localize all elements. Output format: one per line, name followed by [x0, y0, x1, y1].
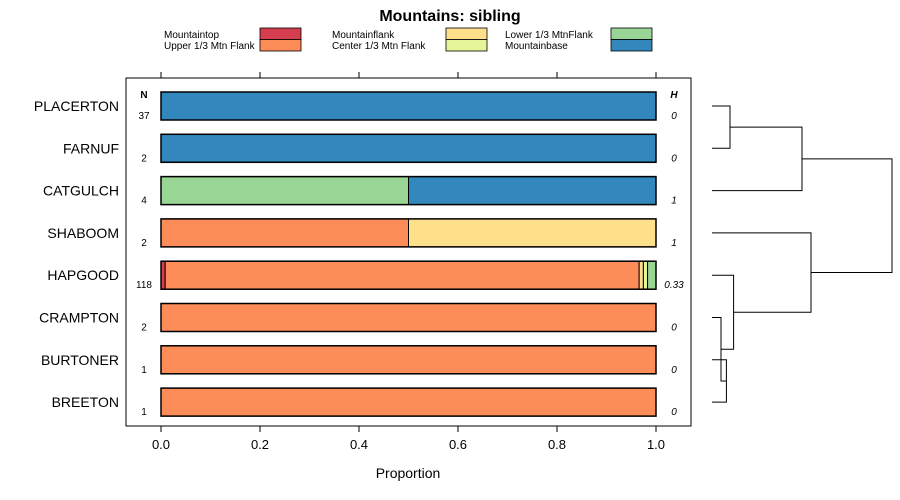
legend-swatch-lower [610, 27, 653, 40]
bar-segment-upper [160, 218, 409, 248]
x-axis-title: Proportion [376, 465, 441, 481]
bar-segment-upper [164, 260, 640, 290]
x-tick-label: 1.0 [647, 437, 665, 452]
legend-label-mountaintop: Mountaintop [164, 30, 219, 41]
plot-frame [125, 77, 692, 427]
row-label: FARNUF [63, 140, 119, 156]
row-h-value: 0 [671, 111, 677, 122]
dendrogram-branch [712, 105, 731, 149]
row-burtoner: BURTONER 1 0 [41, 345, 677, 376]
row-h-value: 0 [671, 323, 677, 334]
row-label: CRAMPTON [39, 310, 119, 326]
row-shaboom: SHABOOM 2 1 [47, 218, 677, 249]
bar-outline [160, 133, 657, 164]
bar-segment-flank [638, 260, 644, 290]
row-placerton: PLACERTON 37 0 [34, 91, 677, 122]
row-crampton: CRAMPTON 2 0 [39, 302, 677, 334]
legend-label-center: Center 1/3 Mtn Flank [332, 41, 426, 52]
bar-outline [160, 387, 657, 417]
chart-title: Mountains: sibling [379, 8, 520, 25]
dendrogram-branch [712, 274, 735, 350]
legend-label-base: Mountainbase [505, 41, 568, 52]
row-h-value: 0 [671, 365, 677, 376]
legend-label-lower: Lower 1/3 MtnFlank [505, 30, 594, 41]
x-axis: 0.0 0.2 0.4 0.6 0.8 1.0 [152, 72, 665, 452]
bar-outline [160, 91, 657, 121]
row-label: CATGULCH [43, 183, 119, 199]
bar-segment-base [408, 176, 657, 206]
row-n-value: 2 [141, 323, 147, 334]
x-tick-label: 0.4 [350, 437, 368, 452]
bar-outline [160, 302, 657, 333]
row-farnuf: FARNUF 2 0 [63, 133, 677, 164]
x-tick-label: 0.2 [251, 437, 269, 452]
bar-outline [160, 218, 657, 248]
row-breeton: BREETON 1 0 [52, 387, 677, 418]
bar-segment-flank [408, 218, 657, 248]
n-header: N [140, 90, 147, 101]
legend-swatch-center [445, 39, 488, 52]
h-header: H [670, 90, 678, 101]
dendrogram-branch [712, 126, 803, 192]
legend-swatch-base [610, 39, 653, 52]
row-n-value: 1 [141, 365, 147, 376]
row-n-value: 37 [138, 111, 150, 122]
row-h-value: 0 [671, 407, 677, 418]
dendrogram-branch [802, 158, 893, 274]
bar-outline [160, 260, 657, 290]
bar-outline [160, 175, 657, 206]
bar-segment-center [642, 260, 649, 290]
legend-label-flank: Mountainflank [332, 30, 395, 41]
dendrogram-branch [712, 232, 812, 313]
legend-swatch-upper [259, 39, 302, 52]
bar-segment-upper [160, 345, 657, 375]
bar-segment-upper [160, 387, 657, 417]
row-h-value: 1 [671, 196, 677, 207]
row-label: BURTONER [41, 352, 119, 368]
row-label: HAPGOOD [47, 267, 119, 283]
row-catgulch: CATGULCH 4 1 [43, 175, 677, 207]
row-h-value: 0 [671, 153, 677, 164]
row-label: SHABOOM [47, 225, 119, 241]
row-n-value: 2 [141, 153, 147, 164]
dendrogram [712, 105, 893, 403]
bar-outline [160, 345, 657, 375]
bar-rows: PLACERTON 37 0 FARNUF 2 0 CATGULCH 4 1 SHABOOM 2 1 H… [34, 91, 684, 418]
bar-segment-lower [647, 260, 657, 290]
x-tick-label: 0.6 [449, 437, 467, 452]
bar-segment-base [160, 133, 657, 163]
row-n-value: 118 [136, 280, 152, 291]
x-tick-label: 0.8 [548, 437, 566, 452]
row-n-value: 1 [141, 407, 147, 418]
row-label: PLACERTON [34, 98, 119, 114]
row-n-value: 4 [141, 196, 147, 207]
legend-swatch-mountaintop [259, 27, 302, 40]
row-h-value: 1 [671, 238, 677, 249]
row-label: BREETON [52, 394, 119, 410]
row-hapgood: HAPGOOD 118 0.33 [47, 260, 684, 291]
bar-segment-base [160, 91, 657, 121]
bar-segment-upper [160, 303, 657, 332]
legend-label-upper: Upper 1/3 Mtn Flank [164, 41, 256, 52]
legend-swatch-flank [445, 27, 488, 40]
x-tick-label: 0.0 [152, 437, 170, 452]
row-n-value: 2 [141, 238, 147, 249]
bar-segment-lower [160, 176, 409, 206]
row-h-value: 0.33 [664, 280, 684, 291]
